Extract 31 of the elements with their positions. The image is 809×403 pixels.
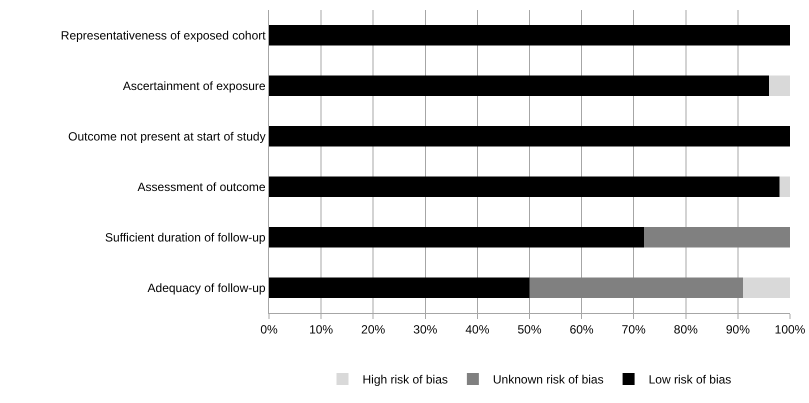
y-tick-label: Sufficient duration of follow-up	[105, 230, 266, 244]
bar	[743, 278, 790, 298]
bar	[269, 126, 790, 146]
x-tick-label: 60%	[570, 322, 594, 336]
bar	[780, 176, 790, 197]
bar	[530, 278, 744, 298]
legend-label: Low risk of bias	[648, 372, 732, 387]
x-tick-label: 90%	[726, 322, 750, 336]
bar	[269, 25, 790, 46]
x-tick-label: 10%	[309, 322, 334, 336]
y-tick-label: Representativeness of exposed cohort	[60, 28, 266, 42]
bar	[269, 76, 770, 96]
x-tick-label: 70%	[622, 322, 646, 336]
x-tick-label: 80%	[674, 322, 698, 336]
x-tick-label: 0%	[260, 322, 278, 336]
x-tick-label: 30%	[413, 322, 438, 336]
y-tick-label: Outcome not present at start of study	[68, 129, 266, 144]
x-tick-label: 50%	[517, 322, 542, 336]
bar	[644, 227, 790, 248]
y-tick-label: Adequacy of follow-up	[148, 280, 266, 295]
y-tick-label: Ascertainment of exposure	[122, 78, 266, 93]
x-tick-label: 20%	[361, 322, 386, 336]
bar	[269, 176, 780, 197]
bar	[769, 76, 790, 96]
y-tick-label: Assessment of outcome	[138, 180, 266, 194]
legend-label: Unknown risk of bias	[492, 372, 604, 387]
bar	[269, 278, 530, 298]
x-tick-label: 40%	[465, 322, 490, 336]
legend-label: High risk of bias	[362, 372, 448, 387]
bar	[269, 227, 644, 248]
x-tick-label: 100%	[774, 322, 806, 336]
